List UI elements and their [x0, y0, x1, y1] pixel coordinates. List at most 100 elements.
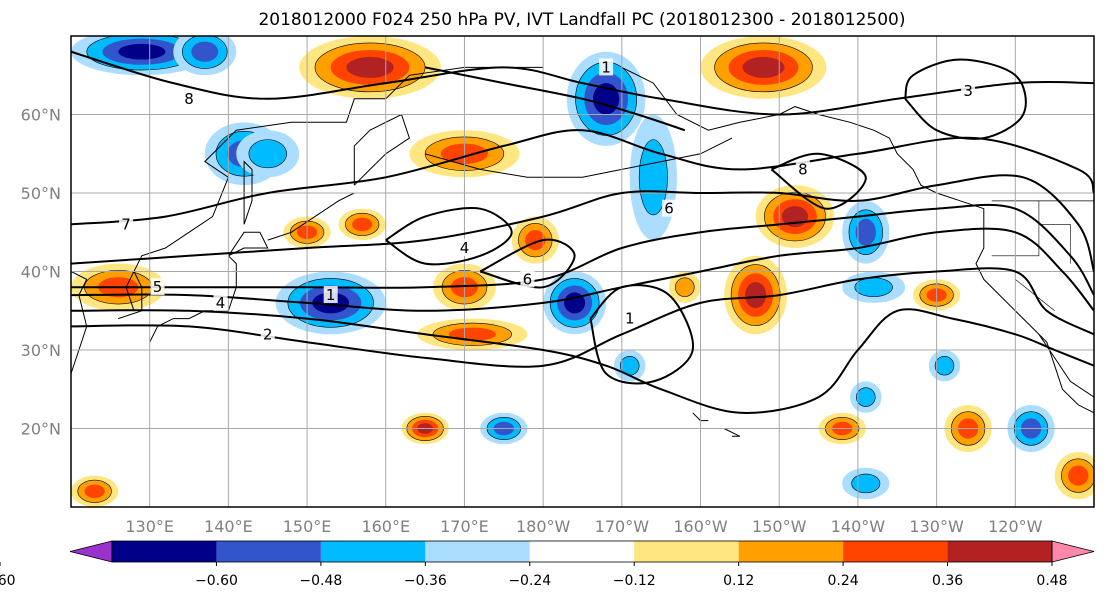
- colorbar-frame: [111, 540, 1053, 563]
- contour-label-bg: [662, 199, 677, 217]
- pc-blob-outline: [1061, 458, 1094, 493]
- contour-label: 6: [523, 270, 533, 288]
- pv-contour: [71, 308, 1094, 414]
- colorbar-tick-label: −0.24: [508, 573, 551, 589]
- longitude-tick-labels: 130°E 140°E 150°E 160°E 170°E 180°W 170°W 160°W…: [125, 517, 1042, 536]
- lon-tick-label: 140°E: [204, 517, 253, 536]
- contour-label-bg: [795, 160, 810, 178]
- pc-blob-outline: [856, 387, 876, 407]
- colorbar-tick-labels: −0.60 −0.48 −0.36 −0.24 −0.12 0.12 0.24 0.36 0.4…: [0, 562, 1068, 589]
- colorbar-tick-label: 0.36: [932, 573, 963, 589]
- contour-label: 8: [798, 160, 808, 178]
- lat-tick-label: 50°N: [21, 184, 61, 203]
- contour-label-bg: [599, 58, 614, 76]
- colorbar-tick-label: −0.60: [195, 573, 238, 589]
- latitude-tick-labels: 20°N 30°N 40°N 50°N 60°N: [21, 106, 61, 439]
- contour-label-bg: [520, 270, 535, 288]
- contour-label: 4: [216, 294, 226, 312]
- pc-blob-outline: [714, 42, 813, 93]
- contour-label: 4: [460, 239, 470, 257]
- lon-tick-label: 170°E: [440, 517, 489, 536]
- pc-blob-outline: [851, 473, 881, 494]
- colorbar-tick-label: −0.12: [613, 573, 656, 589]
- coastline: [353, 113, 410, 186]
- pc-blob-positive: [352, 217, 373, 232]
- pc-blob-negative: [564, 292, 586, 314]
- lat-tick-label: 30°N: [21, 341, 61, 360]
- colorbar-tick-label: 0.12: [723, 573, 754, 589]
- lat-tick-label: 20°N: [21, 420, 61, 439]
- contour-label: 1: [601, 58, 611, 76]
- map-area: 1 2 4 5 6 7 8 1 3 4 6 1 8: [70, 35, 1095, 508]
- figure-title: 2018012000 F024 250 hPa PV, IVT Landfall…: [258, 10, 905, 30]
- contour-label: 1: [326, 286, 336, 304]
- colorbar-extend-high: [1051, 540, 1095, 563]
- contour-label: 2: [263, 325, 273, 343]
- colorbar-tick-label: 0.60: [0, 573, 16, 589]
- coastline: [125, 66, 544, 311]
- pc-blob-negative: [118, 43, 166, 60]
- pc-blob-outline: [764, 191, 826, 242]
- pv-contour: [424, 66, 686, 132]
- colorbar-tick-label: −0.48: [299, 573, 342, 589]
- coastline: [723, 428, 741, 437]
- pc-blob-positive: [346, 56, 394, 78]
- pc-blob-outline: [248, 139, 287, 169]
- pc-blob-outline: [934, 355, 955, 376]
- colorbar-segment: [738, 541, 844, 562]
- pv-contour: [904, 58, 1027, 140]
- lon-tick-label: 130°W: [909, 517, 964, 536]
- pc-blob-negative: [854, 277, 893, 297]
- lon-tick-label: 150°E: [283, 517, 332, 536]
- colorbar-segment: [112, 541, 217, 562]
- colorbar-tick-label: −0.36: [404, 573, 447, 589]
- lon-tick-label: 160°W: [673, 517, 728, 536]
- coastline: [621, 66, 961, 202]
- pc-blob-positive: [675, 277, 695, 297]
- pv-contour: [71, 174, 1094, 272]
- pc-blob-negative: [935, 356, 954, 376]
- pc-blob-negative: [248, 139, 287, 168]
- contour-label-bg: [457, 238, 472, 256]
- pc-blob-outline: [848, 209, 883, 255]
- contour-label: 1: [625, 310, 635, 328]
- colorbar-segment: [529, 541, 635, 562]
- pv-contour-layer: [71, 50, 1094, 414]
- contour-label-bg: [323, 286, 338, 304]
- map-frame: [70, 35, 1095, 508]
- contour-label-bg: [182, 89, 197, 107]
- colorbar-tick-label: 0.24: [828, 573, 859, 589]
- lat-tick-label: 40°N: [21, 263, 61, 282]
- colorbar-segment: [843, 541, 948, 562]
- pc-blob-outline: [182, 36, 228, 69]
- contour-label: 7: [121, 215, 131, 233]
- pc-blob-outline: [77, 479, 112, 503]
- pc-blob-outline: [287, 278, 374, 328]
- pc-blob-negative: [856, 387, 876, 407]
- colorbar-segment: [947, 541, 1052, 562]
- pc-blob-outline: [675, 277, 695, 297]
- contour-label-bg: [119, 215, 134, 233]
- pv-contour: [71, 203, 1094, 296]
- pv-contour-labels: 1 2 4 5 6 7 8 1 3 4 6 1 8: [119, 58, 976, 343]
- contour-label: 3: [963, 82, 973, 100]
- lon-tick-label: 160°E: [361, 517, 410, 536]
- gridlines: [71, 36, 1094, 507]
- contour-label: 8: [184, 90, 194, 108]
- contour-label-bg: [213, 293, 228, 311]
- pc-blob-outline: [638, 139, 668, 216]
- coastline: [227, 231, 269, 257]
- pc-blob-positive: [84, 484, 105, 499]
- pc-blob-positive: [1068, 465, 1089, 486]
- coastline: [424, 137, 733, 178]
- colorbar-segment: [425, 541, 530, 562]
- lon-tick-label: 170°W: [595, 517, 650, 536]
- colorbar-tick-label: 0.48: [1036, 573, 1067, 589]
- pc-blob-positive: [745, 281, 767, 309]
- contour-label-bg: [961, 81, 976, 99]
- pc-blob-negative: [639, 139, 668, 215]
- contour-label-bg: [260, 325, 275, 343]
- pc-blob-negative: [855, 218, 876, 246]
- colorbar: [69, 540, 1095, 563]
